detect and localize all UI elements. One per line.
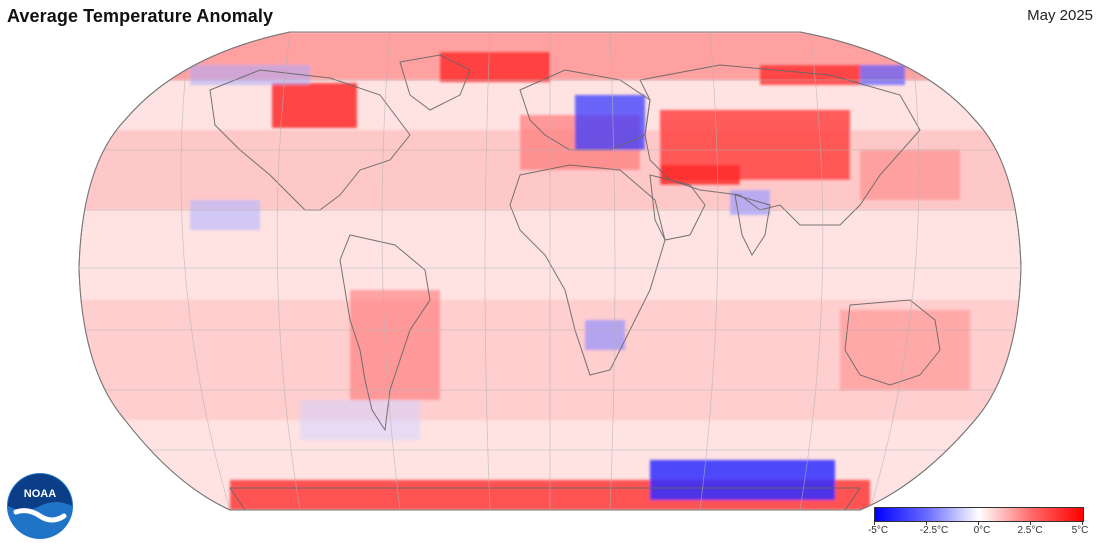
graticule-line xyxy=(869,32,920,510)
graticule-line xyxy=(484,32,491,510)
anomaly-patch-eastern-europe-cool xyxy=(575,95,645,150)
africa-outline xyxy=(509,164,666,376)
continent-outlines xyxy=(209,54,941,510)
anomaly-patch-east-pacific-cool xyxy=(190,200,260,230)
page-title: Average Temperature Anomaly xyxy=(7,6,274,26)
legend-tick xyxy=(926,522,927,525)
legend-tick xyxy=(874,522,875,525)
south-america-outline xyxy=(339,234,431,432)
india-outline xyxy=(734,194,771,257)
legend-label-zero: 0°C xyxy=(973,525,991,536)
anomaly-patch-north-canada xyxy=(272,83,357,128)
asia-outline xyxy=(639,64,921,226)
legend-label-minus-5: -5°C xyxy=(867,525,889,536)
graticule-line xyxy=(180,32,231,510)
anomaly-patch-south-atlantic-cool xyxy=(300,400,420,440)
graticule-line xyxy=(699,32,719,510)
legend-label-2-5: 2.5°C xyxy=(1017,525,1043,536)
anomaly-patch-alaska-cool xyxy=(190,65,310,85)
anomaly-patch-australia xyxy=(840,310,970,390)
anomaly-patch-south-america xyxy=(350,290,440,400)
graticule xyxy=(80,32,1020,510)
legend-color-bar xyxy=(874,507,1084,522)
anomaly-patch-greenland-north xyxy=(440,52,550,82)
north-america-outline xyxy=(209,69,411,211)
arabia-outline xyxy=(649,174,706,241)
graticule-line xyxy=(799,32,824,510)
legend-tick xyxy=(978,522,979,525)
noaa-logo: NOAA xyxy=(6,472,74,540)
antarctica-outline xyxy=(229,487,861,510)
anomaly-patch-south-africa-cool xyxy=(585,320,625,350)
australia-outline xyxy=(844,299,941,386)
graticule-line xyxy=(381,32,401,510)
color-legend: -5°C -2.5°C 0°C 2.5°C 5°C xyxy=(868,507,1088,543)
anomaly-patch-bering-cool xyxy=(860,65,905,85)
europe-outline xyxy=(519,69,651,151)
map-border xyxy=(78,31,1022,511)
anomaly-patch-siberia-north xyxy=(760,65,860,85)
legend-tick xyxy=(1030,522,1031,525)
graticule-line xyxy=(609,32,616,510)
legend-label-5: 5°C xyxy=(1071,525,1089,536)
greenland-outline xyxy=(399,54,471,111)
anomaly-patch-middle-east xyxy=(660,165,740,185)
noaa-logo-text: NOAA xyxy=(24,488,56,500)
anomaly-patch-antarctic-cool xyxy=(650,460,835,500)
legend-tick xyxy=(1082,522,1083,525)
anomaly-patch-north-pacific xyxy=(860,150,960,200)
date-label: May 2025 xyxy=(1027,7,1093,24)
graticule-line xyxy=(276,32,301,510)
legend-label-minus-2-5: -2.5°C xyxy=(919,525,949,536)
